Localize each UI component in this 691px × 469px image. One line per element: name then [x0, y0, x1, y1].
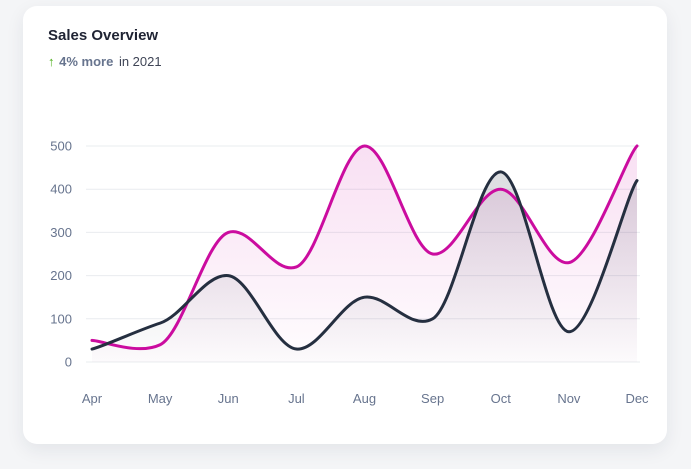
x-tick-label: Dec: [625, 391, 649, 406]
y-tick-label: 300: [50, 225, 72, 240]
series-2-area: [92, 171, 637, 362]
x-tick-label: Sep: [421, 391, 444, 406]
x-tick-label: May: [148, 391, 173, 406]
x-tick-label: Aug: [353, 391, 376, 406]
y-tick-label: 0: [65, 355, 72, 370]
x-tick-label: Jun: [218, 391, 239, 406]
period-text: in 2021: [118, 54, 162, 69]
series-1-line: [90, 144, 639, 351]
y-axis-ticks: 0 100 200 300 400 500: [50, 139, 72, 370]
chart-subtitle: ↑ 4% more in 2021: [48, 54, 162, 69]
x-tick-label: Jul: [288, 391, 305, 406]
chart-title: Sales Overview: [48, 27, 159, 44]
y-tick-label: 400: [50, 182, 72, 197]
y-tick-label: 200: [50, 268, 72, 283]
x-tick-label: Oct: [491, 391, 512, 406]
y-tick-label: 500: [50, 139, 72, 154]
line-layer: [90, 144, 639, 351]
area-layer: [92, 145, 637, 362]
x-axis-ticks: Apr May Jun Jul Aug Sep Oct Nov Dec: [82, 391, 649, 406]
y-tick-label: 100: [50, 311, 72, 326]
series-2-line: [90, 170, 639, 351]
x-tick-label: Nov: [557, 391, 581, 406]
delta-text: 4% more: [59, 54, 114, 69]
x-tick-label: Apr: [82, 391, 103, 406]
arrow-up-icon: ↑: [48, 54, 55, 69]
